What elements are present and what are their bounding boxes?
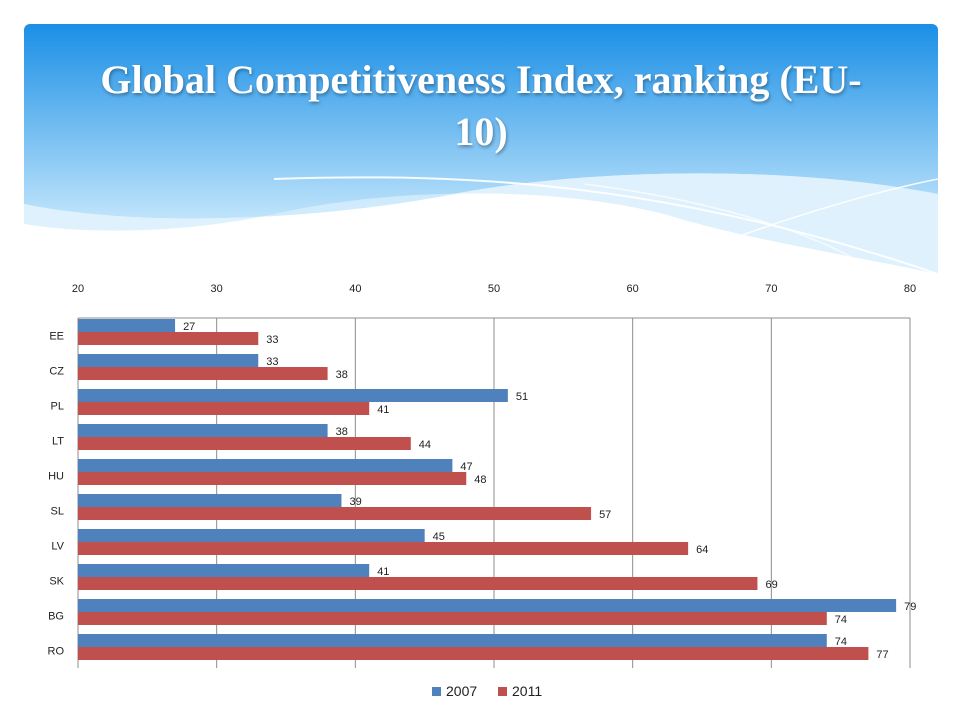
bar-2011-lt [78, 437, 411, 450]
category-label-lv: LV [51, 541, 64, 553]
x-tick-label: 20 [72, 283, 84, 295]
labels-layer: 20 30 40 50 60 70 80 EE 27 33 CZ 33 38 PL 51 41 LT 38 44 HU… [48, 283, 917, 661]
bar-2007-sk [78, 564, 370, 577]
x-tick-label: 50 [488, 283, 500, 295]
data-label-2011-lt: 44 [419, 439, 431, 451]
legend-label-2007: 2007 [446, 683, 477, 699]
bar-2011-hu [78, 472, 467, 485]
chart-title: Global Competitiveness Index, ranking (E… [100, 57, 862, 154]
bar-2011-bg [78, 612, 827, 625]
bar-2011-pl [78, 402, 370, 415]
bar-2007-ro [78, 634, 827, 647]
data-label-2007-pl: 51 [516, 391, 528, 403]
bar-2011-ee [78, 332, 259, 345]
data-label-2011-ro: 77 [876, 649, 888, 661]
category-label-pl: PL [51, 401, 64, 413]
x-tick-label: 60 [627, 283, 639, 295]
category-label-hu: HU [48, 471, 64, 483]
category-label-lt: LT [52, 436, 64, 448]
legend-label-2011: 2011 [512, 683, 542, 699]
category-label-sk: SK [49, 576, 64, 588]
data-label-2011-cz: 38 [336, 369, 348, 381]
bar-2011-sl [78, 507, 592, 520]
bar-2007-lv [78, 529, 425, 542]
x-tick-label: 80 [904, 283, 916, 295]
data-label-2007-lv: 45 [433, 531, 445, 543]
data-label-2007-cz: 33 [266, 356, 278, 368]
legend-swatch-2007 [432, 687, 441, 696]
bar-2007-hu [78, 459, 453, 472]
data-label-2011-hu: 48 [474, 474, 486, 486]
data-label-2007-lt: 38 [336, 426, 348, 438]
category-label-sl: SL [51, 506, 64, 518]
title-banner: Global Competitiveness Index, ranking (E… [24, 24, 938, 274]
data-label-2007-sk: 41 [377, 566, 389, 578]
data-label-2007-bg: 79 [904, 601, 916, 613]
bar-2011-lv [78, 542, 689, 555]
data-label-2007-ee: 27 [183, 321, 195, 333]
data-label-2011-ee: 33 [266, 334, 278, 346]
bar-2007-pl [78, 389, 508, 402]
x-tick-label: 30 [211, 283, 223, 295]
data-label-2011-sk: 69 [765, 579, 777, 591]
x-tick-label: 40 [349, 283, 361, 295]
bar-2007-cz [78, 354, 259, 367]
data-label-2007-hu: 47 [460, 461, 472, 473]
bars-layer [78, 319, 897, 660]
data-label-2011-lv: 64 [696, 544, 708, 556]
data-label-2007-sl: 39 [349, 496, 361, 508]
bar-2011-sk [78, 577, 758, 590]
bar-2007-bg [78, 599, 897, 612]
bar-chart: 20 30 40 50 60 70 80 EE 27 33 CZ 33 38 PL 51 41 LT 38 44 HU… [48, 283, 917, 699]
data-label-2011-sl: 57 [599, 509, 611, 521]
data-label-2011-pl: 41 [377, 404, 389, 416]
wave-decoration [24, 24, 938, 274]
category-label-bg: BG [48, 611, 64, 623]
bar-2011-ro [78, 647, 869, 660]
category-label-cz: CZ [49, 366, 64, 378]
legend-swatch-2011 [498, 687, 507, 696]
legend: 2007 2011 [432, 683, 542, 699]
data-label-2011-bg: 74 [835, 614, 847, 626]
category-label-ro: RO [48, 646, 65, 658]
x-tick-label: 70 [765, 283, 777, 295]
bar-2011-cz [78, 367, 328, 380]
bar-2007-lt [78, 424, 328, 437]
data-label-2007-ro: 74 [835, 636, 847, 648]
bar-2007-sl [78, 494, 342, 507]
bar-2007-ee [78, 319, 176, 332]
category-label-ee: EE [49, 331, 64, 343]
